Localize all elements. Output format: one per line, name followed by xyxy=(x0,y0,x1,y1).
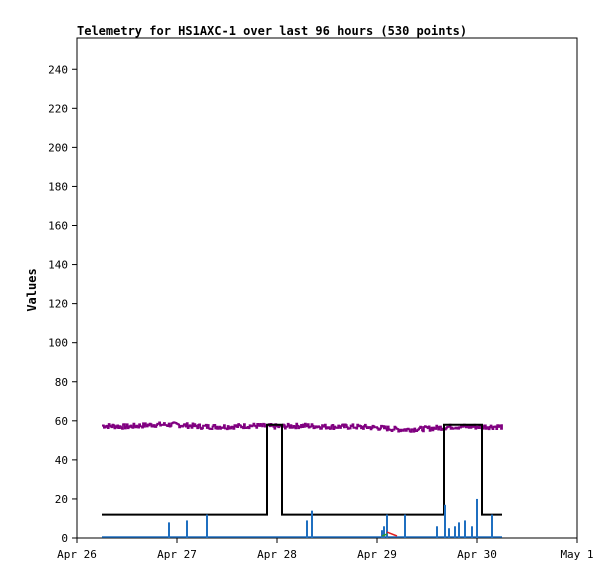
x-tick-label: Apr 30 xyxy=(457,548,497,561)
x-tick-label: May 1 xyxy=(560,548,593,561)
y-tick-label: 60 xyxy=(55,415,68,428)
series-line-1 xyxy=(102,423,502,516)
series-line-3 xyxy=(386,531,398,537)
y-tick-label: 120 xyxy=(48,298,68,311)
y-tick-label: 20 xyxy=(55,493,68,506)
y-tick-label: 220 xyxy=(48,102,68,115)
y-tick-label: 0 xyxy=(61,532,68,545)
y-axis: 0 20 40 60 80 100 120 140 160 180 200 220 240 xyxy=(48,63,77,545)
x-tick-label: Apr 29 xyxy=(357,548,397,561)
chart-title: Telemetry for HS1AXC-1 over last 96 hour… xyxy=(77,24,467,38)
y-tick-label: 80 xyxy=(55,376,68,389)
x-tick-label: Apr 27 xyxy=(157,548,197,561)
y-tick-label: 100 xyxy=(48,337,68,350)
y-tick-label: 200 xyxy=(48,141,68,154)
y-tick-label: 180 xyxy=(48,180,68,193)
series-line-4 xyxy=(381,533,388,537)
y-tick-label: 240 xyxy=(48,63,68,76)
y-axis-label: Values xyxy=(25,268,39,311)
series-line-purple xyxy=(102,421,503,433)
x-axis: Apr 26 Apr 27 Apr 28 Apr 29 Apr 30 May 1 xyxy=(57,538,594,561)
y-tick-label: 160 xyxy=(48,220,68,233)
x-tick-label: Apr 28 xyxy=(257,548,297,561)
x-tick-label: Apr 26 xyxy=(57,548,97,561)
plot-area-frame xyxy=(76,37,578,539)
data-series xyxy=(102,421,503,538)
y-tick-label: 140 xyxy=(48,259,68,272)
y-tick-label: 40 xyxy=(55,454,68,467)
